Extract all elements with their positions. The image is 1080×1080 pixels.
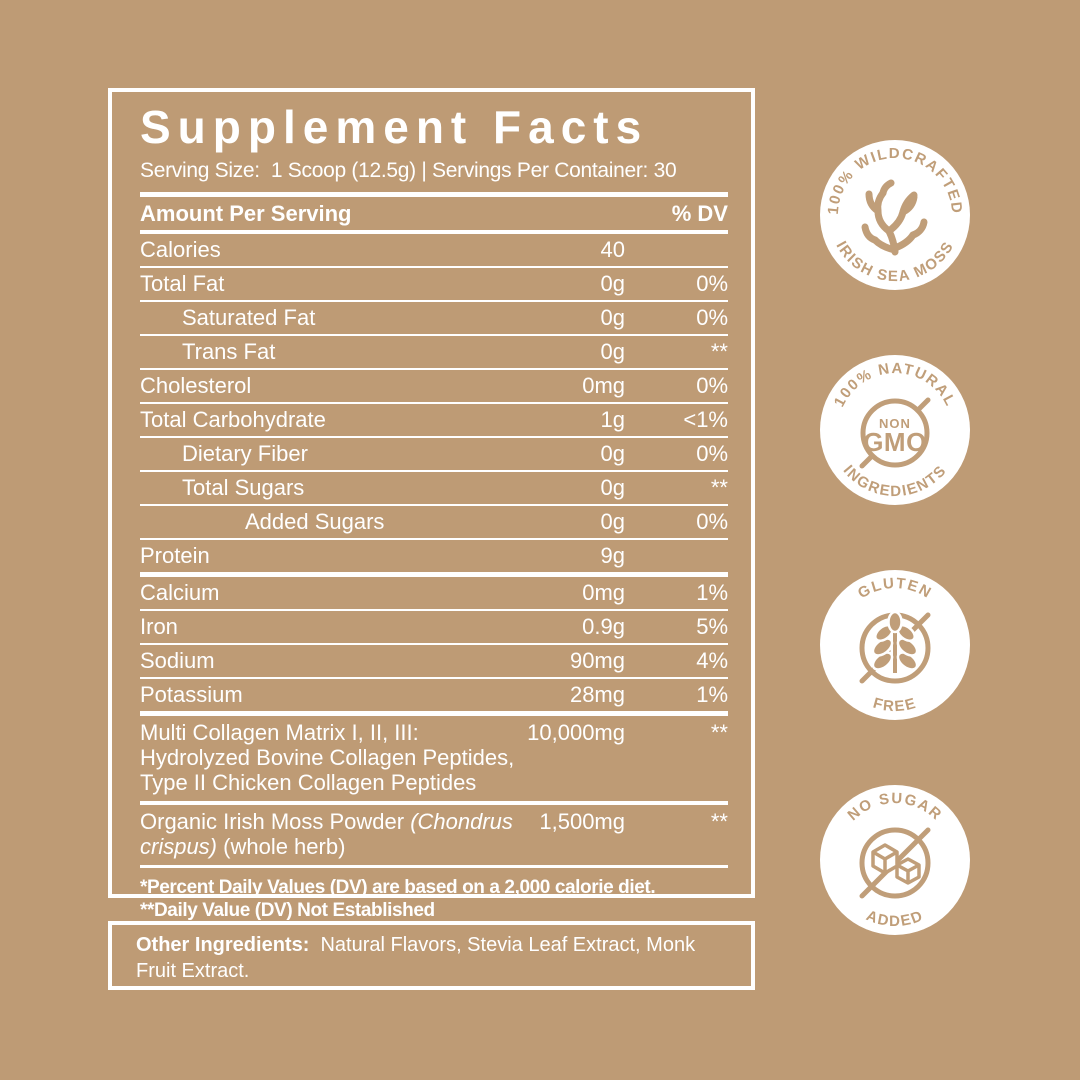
- non-gmo-icon: NON GMO: [859, 397, 931, 469]
- nutrient-dv: <1%: [683, 407, 728, 432]
- table-row: Added Sugars 0g 0%: [140, 506, 728, 540]
- nutrient-name: Cholesterol: [140, 373, 252, 398]
- table-row: Potassium 28mg 1%: [140, 679, 728, 716]
- nutrient-name: Saturated Fat: [182, 305, 316, 330]
- table-row: Total Fat 0g 0%: [140, 268, 728, 302]
- ingredient-dv: **: [710, 720, 728, 745]
- nutrient-amount: 1g: [600, 407, 625, 432]
- nutrient-dv: 0%: [696, 305, 728, 330]
- gmo-text: GMO: [863, 427, 927, 457]
- ingredient-name-line: crispus) (whole herb): [140, 834, 728, 859]
- header-amount-per-serving: Amount Per Serving: [140, 200, 352, 226]
- nutrient-amount: 28mg: [569, 682, 625, 707]
- nutrient-amount: 9g: [600, 543, 625, 568]
- nutrient-name: Calcium: [140, 580, 220, 605]
- other-ingredients-text: Natural Flavors, Stevia Leaf Extract, Mo…: [136, 934, 701, 982]
- supplement-facts-panel: Supplement Facts Serving Size: 1 Scoop (…: [108, 88, 755, 921]
- ingredient-name-line: Multi Collagen Matrix I, II, III:: [140, 720, 419, 745]
- table-row: Trans Fat 0g **: [140, 336, 728, 370]
- badge-irish-sea-moss: 100% WILDCRAFTED IRISH SEA MOSS: [820, 140, 970, 290]
- footnotes: *Percent Daily Values (DV) are based on …: [140, 876, 728, 922]
- nutrient-dv: 1%: [696, 580, 728, 605]
- table-row: Cholesterol 0mg 0%: [140, 370, 728, 404]
- nutrient-dv: **: [710, 475, 728, 500]
- badge-bottom-text: FREE: [871, 695, 917, 716]
- table-row-collagen-matrix: Multi Collagen Matrix I, II, III: Hydrol…: [140, 716, 728, 805]
- sugar-cubes-crossed-icon: [859, 827, 931, 899]
- nutrient-amount: 0g: [600, 271, 625, 296]
- badge-circle: [820, 355, 970, 505]
- badge-non-gmo: 100% NATURAL INGREDIENTS NON GMO: [820, 355, 970, 505]
- nutrient-name: Total Sugars: [182, 475, 305, 500]
- nutrient-name: Potassium: [140, 682, 243, 707]
- nutrient-amount: 0.9g: [582, 614, 625, 639]
- svg-text:FREE: FREE: [871, 695, 919, 716]
- nutrient-name: Total Fat: [140, 271, 225, 296]
- thick-divider: [140, 192, 728, 197]
- table-row: Calories 40: [140, 234, 728, 268]
- nutrient-name: Trans Fat: [182, 339, 276, 364]
- nutrient-dv: 5%: [696, 614, 728, 639]
- wheat-crossed-icon: [859, 610, 931, 684]
- nutrient-amount: 0g: [600, 509, 625, 534]
- svg-text:ADDED: ADDED: [864, 907, 926, 930]
- header-percent-dv: % DV: [671, 200, 728, 226]
- serving-info: Serving Size: 1 Scoop (12.5g) | Servings…: [140, 159, 677, 182]
- panel-title: Supplement Facts: [140, 101, 649, 153]
- nutrient-name: Calories: [140, 237, 221, 262]
- footnote-not-established: **Daily Value (DV) Not Established: [140, 900, 435, 921]
- other-ingredients-label: Other Ingredients:: [136, 934, 310, 956]
- table-row: Iron 0.9g 5%: [140, 611, 728, 645]
- nutrient-amount: 0g: [600, 339, 625, 364]
- nutrient-dv: 0%: [696, 373, 728, 398]
- nutrient-name: Sodium: [140, 648, 215, 673]
- nutrient-amount: 0g: [600, 441, 625, 466]
- table-row: Total Carbohydrate 1g <1%: [140, 404, 728, 438]
- nutrient-dv: 0%: [696, 509, 728, 534]
- nutrient-dv: 1%: [696, 682, 728, 707]
- non-text: NON: [879, 416, 911, 431]
- table-row-irish-moss: Organic Irish Moss Powder (Chondrus cris…: [140, 805, 728, 868]
- ingredient-dv: **: [710, 809, 728, 834]
- ingredient-name-line: Organic Irish Moss Powder (Chondrus: [140, 809, 728, 834]
- nutrient-dv: 4%: [696, 648, 728, 673]
- nutrient-amount: 0mg: [582, 580, 625, 605]
- nutrient-amount: 0mg: [582, 373, 625, 398]
- table-row: Dietary Fiber 0g 0%: [140, 438, 728, 472]
- nutrient-amount: 40: [600, 237, 625, 262]
- nutrient-dv: 0%: [696, 271, 728, 296]
- table-row: Total Sugars 0g **: [140, 472, 728, 506]
- nutrient-amount: 0g: [600, 475, 625, 500]
- ingredient-amount: 1,500mg: [539, 809, 625, 834]
- ingredient-name-text: (whole herb): [217, 834, 346, 859]
- other-ingredients-box: Other Ingredients: Natural Flavors, Stev…: [108, 921, 755, 990]
- nutrient-name: Protein: [140, 543, 210, 568]
- nutrient-dv: **: [710, 339, 728, 364]
- nutrient-name: Total Carbohydrate: [140, 407, 326, 432]
- nutrient-amount: 90mg: [569, 648, 625, 673]
- badge-bottom-text: ADDED: [864, 907, 925, 930]
- ingredient-amount: 10,000mg: [527, 720, 625, 745]
- ingredient-name-latin: crispus): [140, 834, 218, 859]
- ingredient-name-line: Hydrolyzed Bovine Collagen Peptides,: [140, 745, 515, 770]
- badge-gluten-free: GLUTEN FREE: [820, 570, 970, 720]
- sea-moss-icon: [861, 179, 928, 256]
- ingredient-name-latin: (Chondrus: [410, 809, 513, 834]
- badge-circle: [820, 140, 970, 290]
- nutrient-dv: 0%: [696, 441, 728, 466]
- table-row: Saturated Fat 0g 0%: [140, 302, 728, 336]
- ingredient-name-line: Type II Chicken Collagen Peptides: [140, 770, 477, 795]
- nutrient-name: Iron: [140, 614, 178, 639]
- table-header: Amount Per Serving % DV: [140, 197, 728, 234]
- table-row: Sodium 90mg 4%: [140, 645, 728, 679]
- footnote-dv: *Percent Daily Values (DV) are based on …: [140, 877, 656, 898]
- nutrient-name: Added Sugars: [245, 509, 385, 534]
- table-row: Calcium 0mg 1%: [140, 577, 728, 611]
- table-row: Protein 9g: [140, 540, 728, 577]
- nutrient-amount: 0g: [600, 305, 625, 330]
- badge-no-sugar-added: NO SUGAR ADDED: [820, 785, 970, 935]
- ingredient-name-text: Organic Irish Moss Powder: [140, 809, 411, 834]
- nutrient-name: Dietary Fiber: [182, 441, 308, 466]
